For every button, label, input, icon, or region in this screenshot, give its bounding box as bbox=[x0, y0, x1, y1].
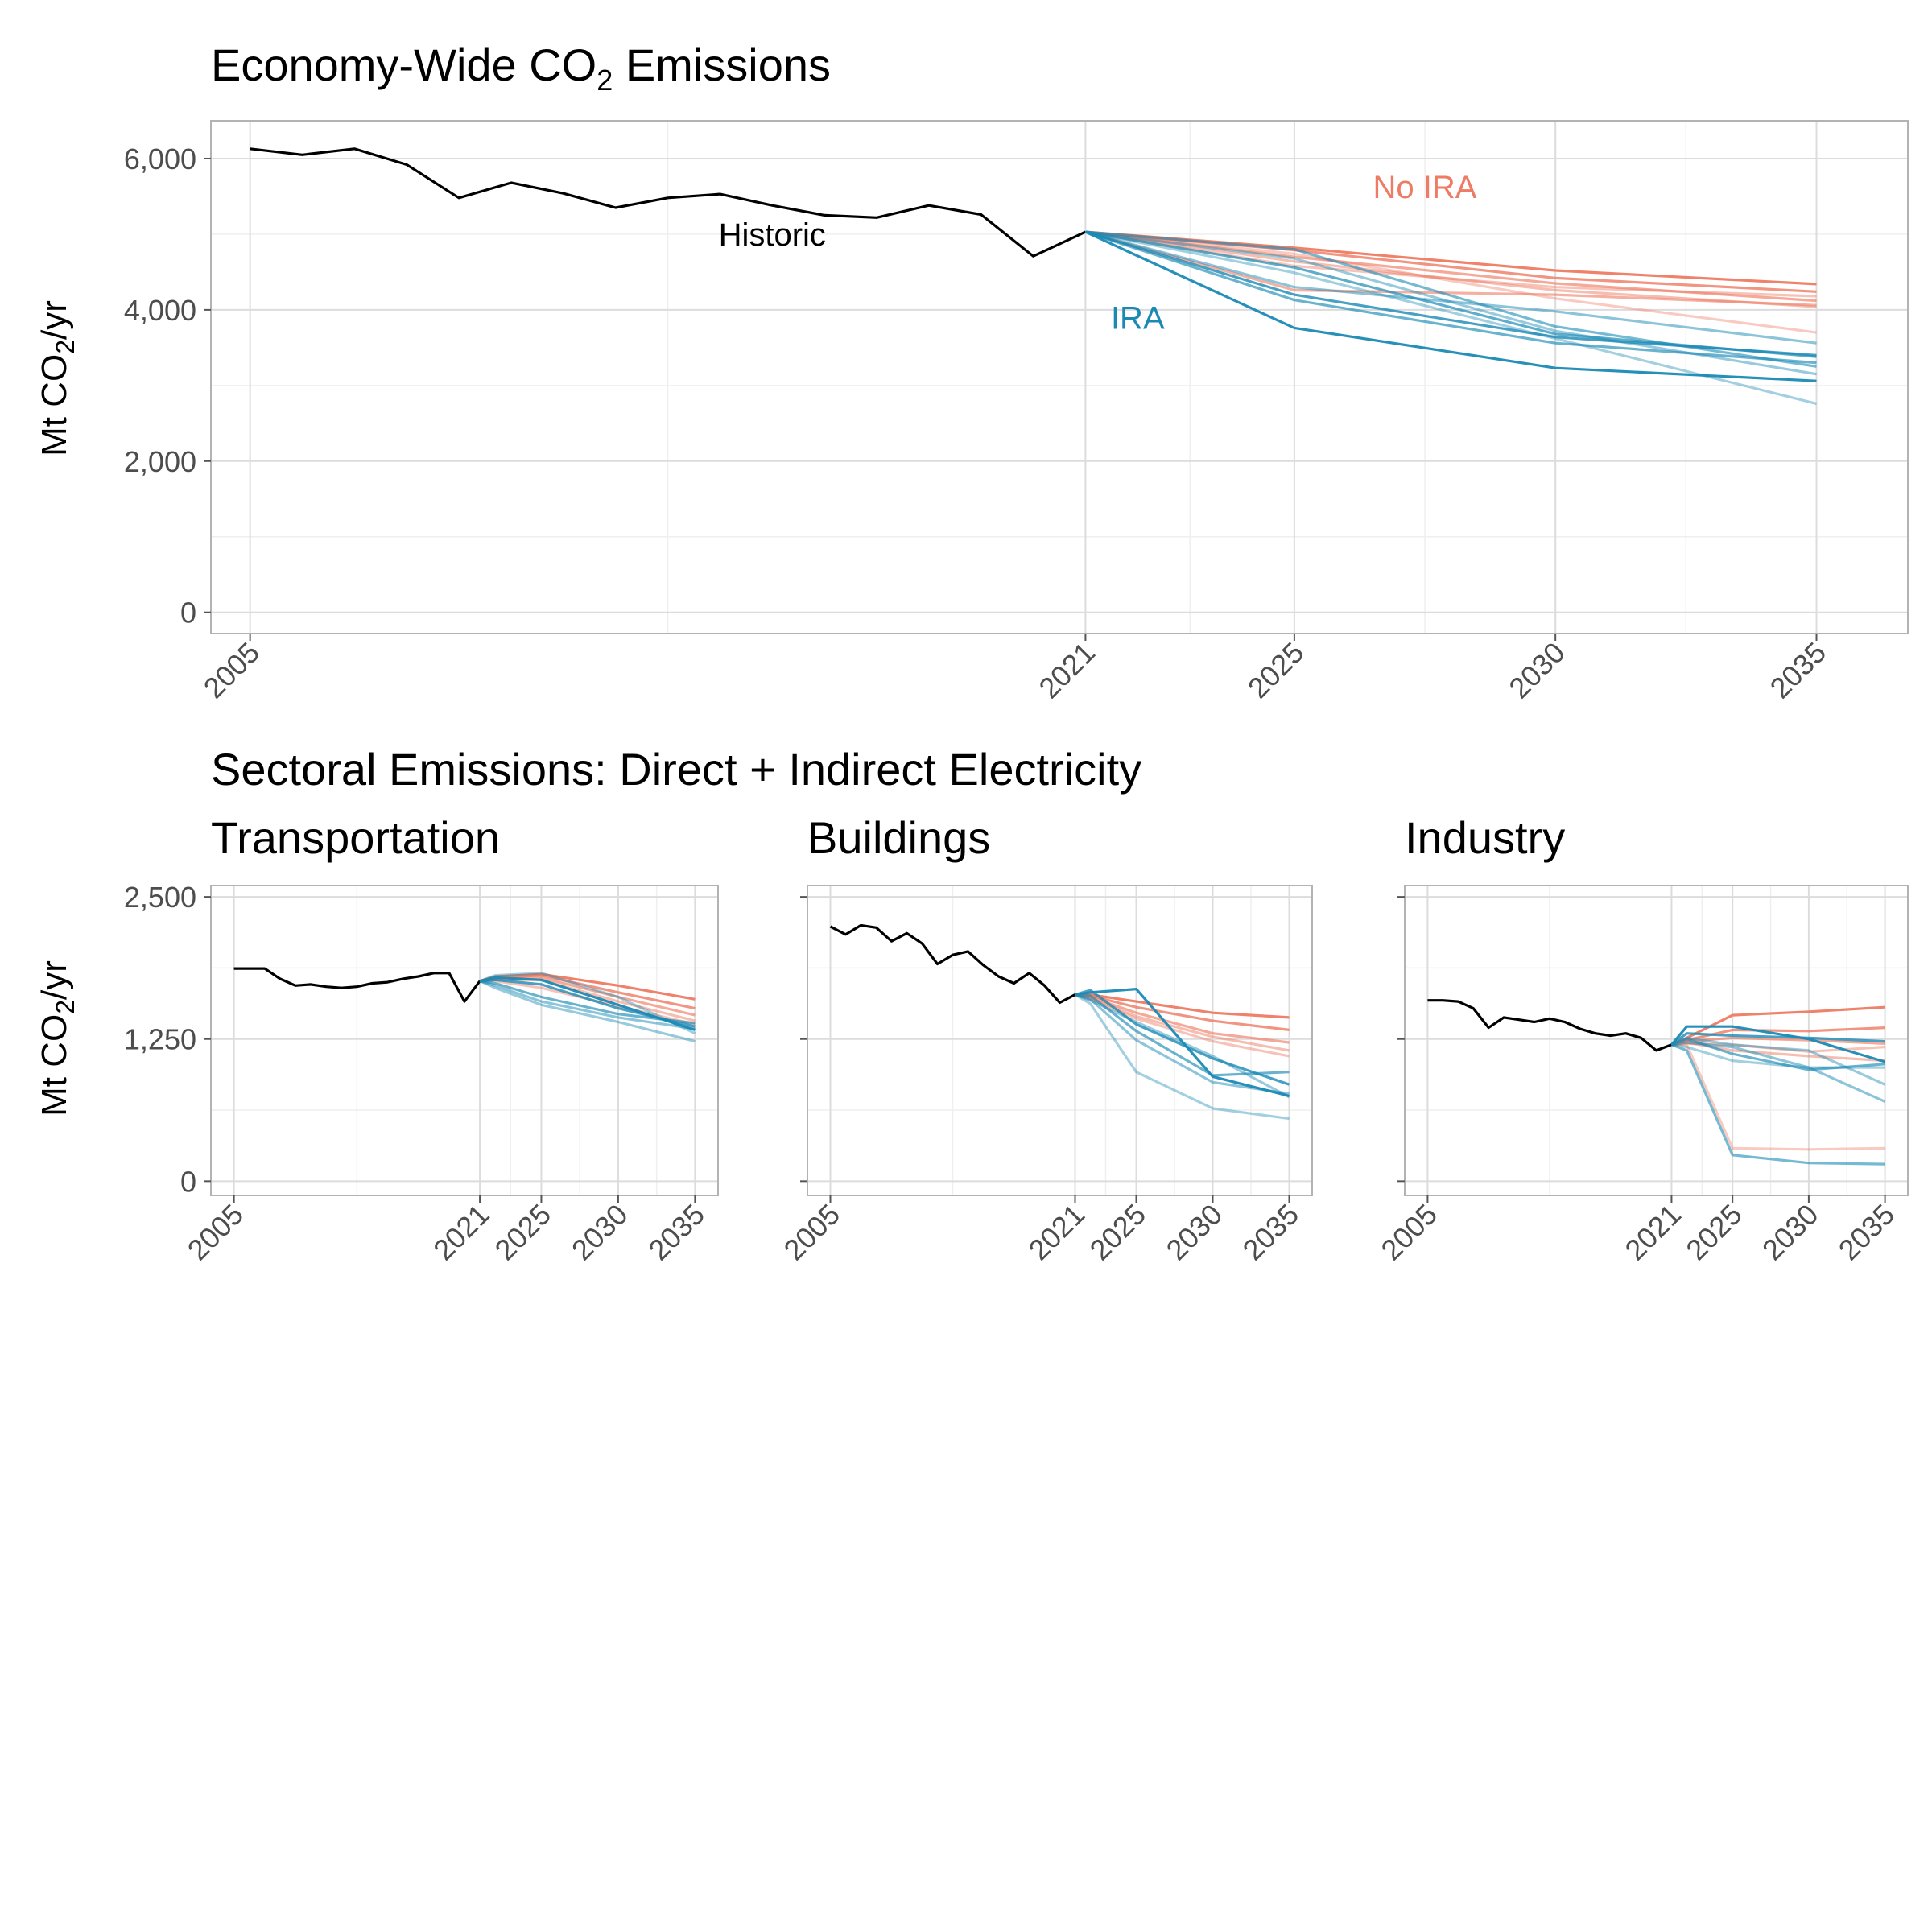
annotation-historic: Historic bbox=[719, 217, 826, 253]
industry-ira-line-13 bbox=[1670, 1043, 1885, 1166]
industry-historic-line-0 bbox=[1427, 999, 1672, 1052]
y-tick-label: 0 bbox=[180, 1165, 196, 1198]
transportation-historic-line-0 bbox=[233, 967, 481, 1003]
industry-ira-line-7 bbox=[1670, 1025, 1886, 1063]
economy-ira-line-8 bbox=[1084, 230, 1817, 382]
transportation-ira-line-11 bbox=[479, 972, 696, 1035]
transportation-ira-line-9 bbox=[479, 980, 696, 1030]
industry-ira-line-10 bbox=[1671, 1041, 1886, 1103]
industry-ira-line-12 bbox=[1671, 1043, 1885, 1069]
economy-ira-line-12 bbox=[1085, 230, 1817, 376]
economy-ira-line-15 bbox=[1085, 230, 1817, 358]
buildings-historic-line-0 bbox=[829, 923, 1076, 1005]
economy-historic-line-0 bbox=[250, 147, 1087, 258]
economy-no-ira-line-6 bbox=[1085, 230, 1817, 334]
y-tick-label: 4,000 bbox=[124, 294, 196, 327]
buildings-ira-line-8 bbox=[1075, 993, 1290, 1077]
industry-plot-frame bbox=[1404, 885, 1909, 1196]
transportation-ira-line-10 bbox=[479, 980, 696, 1043]
buildings-ira-line-11 bbox=[1074, 993, 1290, 1121]
y-tick-label: 2,000 bbox=[124, 445, 196, 478]
transportation-plot-frame bbox=[210, 885, 719, 1196]
annotation-no-ira: No IRA bbox=[1373, 170, 1477, 205]
buildings-ira-line-10 bbox=[1074, 993, 1290, 1099]
economy-y-axis-title: Mt CO2/yr bbox=[35, 300, 80, 456]
economy-plot-frame bbox=[210, 120, 1909, 634]
transportation-panel-title: Transportation bbox=[211, 812, 500, 863]
economy-ira-line-13 bbox=[1085, 230, 1817, 405]
y-tick-label: 0 bbox=[180, 597, 196, 630]
economy-no-ira-line-4 bbox=[1085, 230, 1817, 308]
sector-y-axis-title: Mt CO2/yr bbox=[35, 960, 80, 1117]
y-tick-label: 1,250 bbox=[124, 1023, 196, 1056]
buildings-ira-line-7 bbox=[1075, 989, 1290, 1086]
industry-no-ira-line-6 bbox=[1671, 1043, 1885, 1151]
buildings-ira-line-6 bbox=[1075, 987, 1290, 1097]
industry-ira-line-9 bbox=[1670, 1038, 1885, 1071]
economy-ira-line-10 bbox=[1084, 230, 1817, 365]
buildings-panel-title: Buildings bbox=[807, 812, 990, 863]
buildings-plot-frame bbox=[807, 885, 1313, 1196]
y-tick-label: 2,500 bbox=[124, 881, 196, 914]
y-tick-label: 6,000 bbox=[124, 142, 196, 175]
economy-ira-line-11 bbox=[1084, 230, 1817, 345]
industry-panel-title: Industry bbox=[1405, 812, 1565, 863]
transportation-ira-line-7 bbox=[479, 978, 696, 1028]
transportation-ira-line-8 bbox=[479, 980, 696, 1025]
economy-no-ira-line-7 bbox=[1084, 230, 1817, 307]
industry-ira-line-8 bbox=[1670, 1032, 1885, 1046]
economy-no-ira-line-3 bbox=[1085, 230, 1817, 303]
sectoral-section-title: Sectoral Emissions: Direct + Indirect El… bbox=[211, 744, 1141, 795]
buildings-ira-line-9 bbox=[1075, 993, 1290, 1096]
economy-chart-title: Economy-Wide CO2 Emissions bbox=[211, 39, 831, 97]
industry-ira-line-11 bbox=[1670, 1036, 1886, 1086]
annotation-ira: IRA bbox=[1111, 300, 1165, 336]
